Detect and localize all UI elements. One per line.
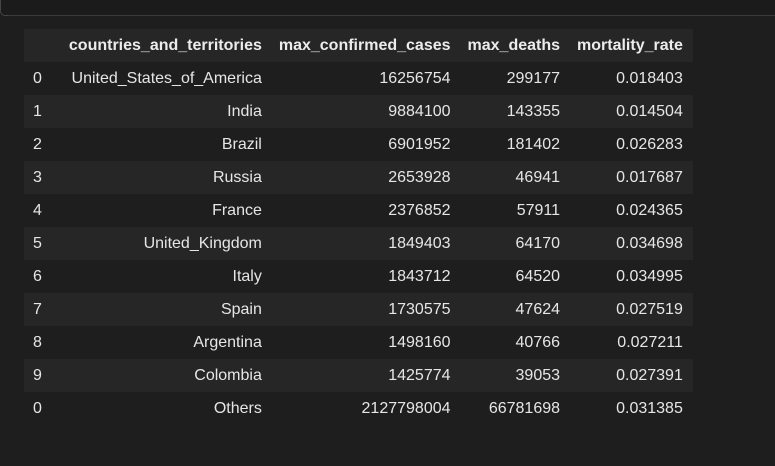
table-row: 2 Brazil 6901952 181402 0.026283 <box>24 128 693 161</box>
cell-country: United_States_of_America <box>71 70 262 87</box>
row-index: 7 <box>33 301 42 318</box>
cell-max-confirmed-cases: 1730575 <box>388 301 451 318</box>
cell-max-confirmed-cases: 1849403 <box>388 235 451 252</box>
cell-mortality-rate: 0.034995 <box>616 268 683 285</box>
row-index: 2 <box>33 136 42 153</box>
cell-max-confirmed-cases: 1498160 <box>388 334 451 351</box>
notebook-cell-output: countries_and_territories max_confirmed_… <box>0 16 775 466</box>
cell-mortality-rate: 0.034698 <box>616 235 683 252</box>
cell-max-deaths: 47624 <box>515 301 561 318</box>
header-max-confirmed-cases: max_confirmed_cases <box>278 37 451 54</box>
table-row: 9 Colombia 1425774 39053 0.027391 <box>24 359 693 392</box>
cell-mortality-rate: 0.026283 <box>616 136 683 153</box>
cell-max-deaths: 299177 <box>506 70 561 87</box>
header-mortality-rate: mortality_rate <box>577 37 683 54</box>
cell-max-confirmed-cases: 9884100 <box>388 103 451 120</box>
cell-country: India <box>227 103 262 120</box>
cell-mortality-rate: 0.024365 <box>616 202 683 219</box>
cell-max-deaths: 64520 <box>515 268 561 285</box>
header-index <box>24 29 58 62</box>
table-row: 7 Spain 1730575 47624 0.027519 <box>24 293 693 326</box>
cell-country: Brazil <box>221 136 262 153</box>
row-index: 0 <box>33 400 42 417</box>
cell-mortality-rate: 0.017687 <box>616 169 683 186</box>
cell-border-corner <box>0 0 9 16</box>
table-header: countries_and_territories max_confirmed_… <box>24 29 693 62</box>
cell-country: Others <box>213 400 262 417</box>
table-body: 0 United_States_of_America 16256754 2991… <box>24 62 693 425</box>
cell-max-deaths: 64170 <box>515 235 561 252</box>
cell-max-confirmed-cases: 1425774 <box>388 367 451 384</box>
table-row: 8 Argentina 1498160 40766 0.027211 <box>24 326 693 359</box>
row-index: 6 <box>33 268 42 285</box>
table-row: 1 India 9884100 143355 0.014504 <box>24 95 693 128</box>
cell-max-deaths: 181402 <box>506 136 561 153</box>
cell-max-confirmed-cases: 16256754 <box>379 70 451 87</box>
table-row: 4 France 2376852 57911 0.024365 <box>24 194 693 227</box>
table-row: 0 United_States_of_America 16256754 2991… <box>24 62 693 95</box>
cell-max-deaths: 46941 <box>515 169 561 186</box>
cell-top-bar <box>0 0 775 16</box>
cell-country: Spain <box>220 301 262 318</box>
cell-max-deaths: 40766 <box>515 334 561 351</box>
cell-max-confirmed-cases: 1843712 <box>388 268 451 285</box>
cell-country: France <box>212 202 262 219</box>
cell-divider <box>8 15 775 16</box>
cell-max-confirmed-cases: 2376852 <box>388 202 451 219</box>
row-index: 9 <box>33 367 42 384</box>
cell-max-confirmed-cases: 6901952 <box>388 136 451 153</box>
row-index: 1 <box>33 103 42 120</box>
table-row: 3 Russia 2653928 46941 0.017687 <box>24 161 693 194</box>
cell-max-deaths: 66781698 <box>488 400 561 417</box>
cell-max-deaths: 57911 <box>516 202 561 219</box>
row-index: 8 <box>33 334 42 351</box>
cell-mortality-rate: 0.027211 <box>617 334 683 351</box>
cell-max-confirmed-cases: 2127798004 <box>361 400 451 417</box>
row-index: 5 <box>33 235 42 252</box>
cell-country: Colombia <box>194 367 262 384</box>
cell-max-confirmed-cases: 2653928 <box>388 169 451 186</box>
row-index: 3 <box>33 169 42 186</box>
table-row: 0 Others 2127798004 66781698 0.031385 <box>24 392 693 425</box>
dataframe-table: countries_and_territories max_confirmed_… <box>24 29 693 425</box>
cell-mortality-rate: 0.027519 <box>616 301 683 318</box>
row-index: 0 <box>33 70 42 87</box>
cell-country: Italy <box>232 268 262 285</box>
cell-mortality-rate: 0.027391 <box>616 367 683 384</box>
cell-mortality-rate: 0.031385 <box>616 400 683 417</box>
cell-country: Argentina <box>193 334 262 351</box>
header-countries-and-territories: countries_and_territories <box>68 37 262 54</box>
cell-country: United_Kingdom <box>143 235 262 252</box>
cell-country: Russia <box>212 169 262 186</box>
row-index: 4 <box>33 202 42 219</box>
table-row: 5 United_Kingdom 1849403 64170 0.034698 <box>24 227 693 260</box>
cell-max-deaths: 143355 <box>506 103 561 120</box>
cell-mortality-rate: 0.018403 <box>616 70 683 87</box>
cell-max-deaths: 39053 <box>515 367 561 384</box>
header-max-deaths: max_deaths <box>467 37 561 54</box>
cell-mortality-rate: 0.014504 <box>616 103 683 120</box>
header-row: countries_and_territories max_confirmed_… <box>24 29 693 62</box>
table-row: 6 Italy 1843712 64520 0.034995 <box>24 260 693 293</box>
